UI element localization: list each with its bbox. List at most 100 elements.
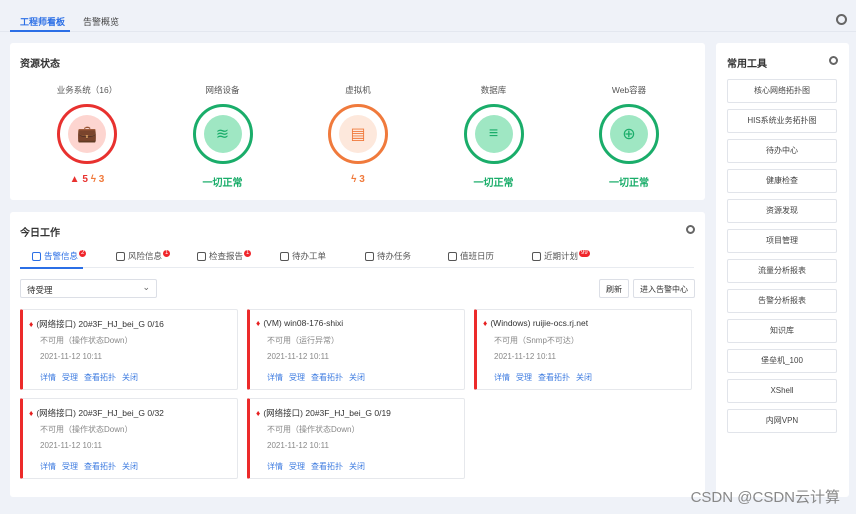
alert-title: (Windows) ruijie-ocs.rj.net <box>490 318 589 328</box>
resource-item[interactable]: 业务系统（16） 💼 ▲ 5 ϟ 3 <box>27 84 147 185</box>
alert-action-link[interactable]: 受理 <box>289 462 305 471</box>
alert-action-link[interactable]: 受理 <box>516 373 532 382</box>
status-ok: 一切正常 <box>473 178 514 189</box>
alert-action-link[interactable]: 查看拓扑 <box>311 373 343 382</box>
tab-icon <box>448 251 457 261</box>
alert-action-link[interactable]: 详情 <box>267 373 283 382</box>
alert-action-link[interactable]: 查看拓扑 <box>84 462 116 471</box>
filter-value: 待受理 <box>27 285 53 295</box>
work-tab[interactable]: 待办工单 <box>280 250 326 262</box>
tab-icon <box>32 251 41 261</box>
resource-item[interactable]: 虚拟机 ▤ ϟ 3 <box>298 84 418 185</box>
alert-action-link[interactable]: 详情 <box>494 373 510 382</box>
tab-label: 风险信息 <box>128 251 163 261</box>
settings-gear-icon[interactable] <box>836 14 847 25</box>
work-tab[interactable]: 风险信息 1 <box>116 249 171 262</box>
resource-item[interactable]: 网络设备 ≋ 一切正常 <box>163 84 283 189</box>
resource-label: 数据库 <box>480 85 507 95</box>
tool-button[interactable]: 知识库 <box>727 319 837 343</box>
tool-button[interactable]: HIS系统业务拓扑图 <box>727 109 837 133</box>
alert-card: ♦ (网络接口) 20#3F_HJ_bei_G 0/16 不可用（操作状态Down… <box>20 309 238 390</box>
refresh-button[interactable]: 刷新 <box>599 279 629 298</box>
tool-button[interactable]: 健康检查 <box>727 169 837 193</box>
tab-icon <box>116 251 125 261</box>
alert-action-link[interactable]: 关闭 <box>576 373 592 382</box>
work-tab[interactable]: 待办任务 <box>365 250 411 262</box>
alert-card: ♦ (网络接口) 20#3F_HJ_bei_G 0/32 不可用（操作状态Down… <box>20 398 238 479</box>
status-filter-select[interactable]: 待受理 ⌄ <box>20 279 157 298</box>
work-tab[interactable]: 检查报告 1 <box>197 249 252 262</box>
alert-desc: 不可用（操作状态Down） <box>40 425 133 434</box>
resource-ring: 💼 <box>57 104 117 164</box>
alert-title: (VM) win08-176-shixi <box>263 318 344 328</box>
resource-label: 虚拟机 <box>345 85 371 95</box>
alert-action-link[interactable]: 查看拓扑 <box>84 373 116 382</box>
tool-button[interactable]: 待办中心 <box>727 139 837 163</box>
tab-engineer-board[interactable]: 工程师看板 <box>20 17 66 27</box>
status-ok: 一切正常 <box>609 178 649 189</box>
tab-badge: 2 <box>79 249 87 257</box>
tool-button[interactable]: 内网VPN <box>727 409 837 433</box>
alert-time: 2021-11-12 10:11 <box>40 352 102 361</box>
globe-icon: ⊕ <box>610 115 648 153</box>
alert-desc: 不可用（操作状态Down） <box>40 336 133 345</box>
briefcase-icon: 💼 <box>68 115 106 153</box>
lightning-icon: ϟ <box>90 174 99 185</box>
warn-count: 3 <box>359 174 365 185</box>
warn-count: 3 <box>98 174 105 185</box>
tool-button[interactable]: 告警分析报表 <box>727 289 837 313</box>
alert-action-link[interactable]: 详情 <box>40 373 56 382</box>
fire-icon: ♦ <box>29 408 34 418</box>
tab-icon <box>197 251 206 261</box>
alert-title: (网络接口) 20#3F_HJ_bei_G 0/16 <box>36 319 164 329</box>
watermark: CSDN @CSDN云计算 <box>690 489 840 506</box>
tool-button[interactable]: 资源发现 <box>727 199 837 223</box>
fire-icon: ♦ <box>29 319 34 329</box>
tool-button[interactable]: XShell <box>727 379 837 403</box>
alert-action-link[interactable]: 关闭 <box>122 462 138 471</box>
tool-button[interactable]: 流量分析报表 <box>727 259 837 283</box>
tools-settings-gear-icon[interactable] <box>829 56 838 65</box>
tool-button[interactable]: 核心网络拓扑图 <box>727 79 837 103</box>
work-tab[interactable]: 告警信息 2 <box>32 249 87 262</box>
alert-desc: 不可用（运行异常） <box>267 336 339 345</box>
alert-action-link[interactable]: 查看拓扑 <box>311 462 343 471</box>
enter-alert-center-button[interactable]: 进入告警中心 <box>633 279 695 298</box>
resource-item[interactable]: Web容器 ⊕ 一切正常 <box>569 84 689 189</box>
work-settings-gear-icon[interactable] <box>686 225 695 234</box>
alert-action-link[interactable]: 受理 <box>62 373 78 382</box>
alert-desc: 不可用（Snmp不可达） <box>494 336 579 345</box>
resource-item[interactable]: 数据库 ≡ 一切正常 <box>434 84 554 189</box>
alert-title: (网络接口) 20#3F_HJ_bei_G 0/19 <box>263 408 391 418</box>
alert-action-link[interactable]: 受理 <box>62 462 78 471</box>
alert-action-link[interactable]: 详情 <box>40 462 56 471</box>
alert-action-link[interactable]: 关闭 <box>349 373 365 382</box>
fire-icon: ♦ <box>256 318 261 328</box>
work-tab[interactable]: 值班日历 <box>448 250 494 262</box>
resource-status-title: 资源状态 <box>20 59 60 70</box>
alert-title: (网络接口) 20#3F_HJ_bei_G 0/32 <box>36 408 164 418</box>
status-ok: 一切正常 <box>202 178 243 189</box>
database-icon: ≡ <box>474 115 513 153</box>
resource-ring: ≡ <box>463 104 524 164</box>
alert-action-link[interactable]: 关闭 <box>122 373 138 382</box>
tool-button[interactable]: 堡垒机_100 <box>727 349 837 373</box>
work-tab[interactable]: 近期计划 99 <box>532 249 590 262</box>
work-tabs: 告警信息 2 风险信息 1 检查报告 1 待办工单 待办任务 值班日历 近期计划 99 <box>20 249 694 268</box>
tab-icon <box>532 251 541 261</box>
tab-badge: 1 <box>163 249 171 257</box>
tab-badge: 1 <box>244 249 252 257</box>
tab-label: 近期计划 <box>544 251 579 261</box>
tool-button[interactable]: 项目管理 <box>727 229 837 253</box>
alert-time: 2021-11-12 10:11 <box>267 352 329 361</box>
today-work-title: 今日工作 <box>20 228 60 239</box>
alert-action-link[interactable]: 关闭 <box>349 462 365 471</box>
alert-time: 2021-11-12 10:11 <box>40 441 102 450</box>
alert-action-link[interactable]: 查看拓扑 <box>538 373 570 382</box>
alert-action-link[interactable]: 详情 <box>267 462 283 471</box>
router-icon: ≋ <box>203 115 242 153</box>
alert-action-link[interactable]: 受理 <box>289 373 305 382</box>
tab-alert-overview[interactable]: 告警概览 <box>83 17 120 27</box>
lightning-icon: ϟ <box>351 174 360 185</box>
tab-label: 待办工单 <box>292 251 327 261</box>
